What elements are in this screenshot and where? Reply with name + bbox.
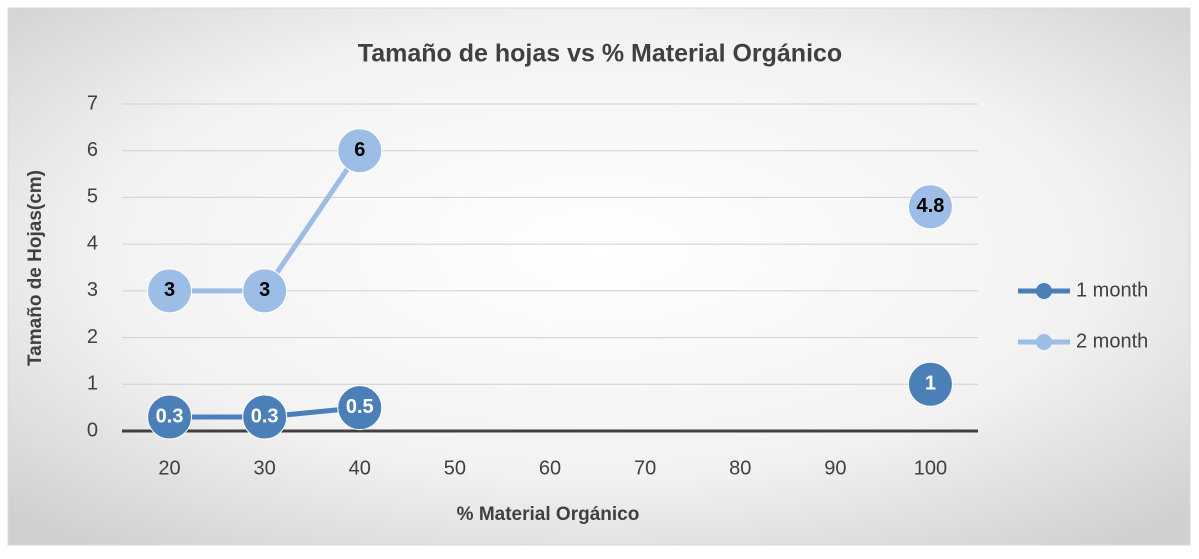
- y-tick-label: 0: [87, 419, 98, 441]
- marker: [337, 128, 383, 174]
- data-label: 0.5: [346, 396, 374, 418]
- data-label: 0.3: [251, 405, 279, 427]
- legend-label: 2 month: [1076, 330, 1148, 352]
- legend-marker: [1036, 283, 1052, 299]
- marker: [147, 268, 193, 314]
- data-label: 6: [354, 139, 365, 161]
- y-axis-label: Tamaño de Hojas(cm): [25, 170, 46, 366]
- data-label: 3: [164, 279, 175, 301]
- marker: [242, 394, 288, 440]
- x-tick-label: 70: [634, 457, 656, 479]
- legend-marker: [1036, 334, 1052, 350]
- y-tick-label: 5: [87, 186, 98, 208]
- x-tick-label: 90: [824, 457, 846, 479]
- y-tick-label: 4: [87, 232, 98, 254]
- x-tick-label: 30: [254, 457, 276, 479]
- marker: [242, 268, 288, 314]
- y-tick-label: 2: [87, 326, 98, 348]
- x-tick-label: 40: [349, 457, 371, 479]
- data-label: 0.3: [156, 405, 184, 427]
- data-label: 1: [925, 373, 936, 395]
- x-tick-label: 50: [444, 457, 466, 479]
- x-axis-label: % Material Orgánico: [457, 504, 640, 525]
- x-tick-label: 20: [158, 457, 180, 479]
- y-tick-label: 6: [87, 139, 98, 161]
- x-tick-label: 100: [914, 457, 947, 479]
- legend-label: 1 month: [1076, 279, 1148, 301]
- y-tick-label: 7: [87, 92, 98, 114]
- marker: [907, 361, 953, 407]
- marker: [907, 184, 953, 230]
- y-tick-label: 3: [87, 279, 98, 301]
- marker: [337, 385, 383, 431]
- chart-frame: [7, 7, 1191, 546]
- y-tick-label: 1: [87, 373, 98, 395]
- x-tick-label: 60: [539, 457, 561, 479]
- data-label: 4.8: [917, 195, 945, 217]
- data-label: 3: [259, 279, 270, 301]
- x-tick-label: 80: [729, 457, 751, 479]
- chart-title: Tamaño de hojas vs % Material Orgánico: [358, 40, 842, 68]
- marker: [147, 394, 193, 440]
